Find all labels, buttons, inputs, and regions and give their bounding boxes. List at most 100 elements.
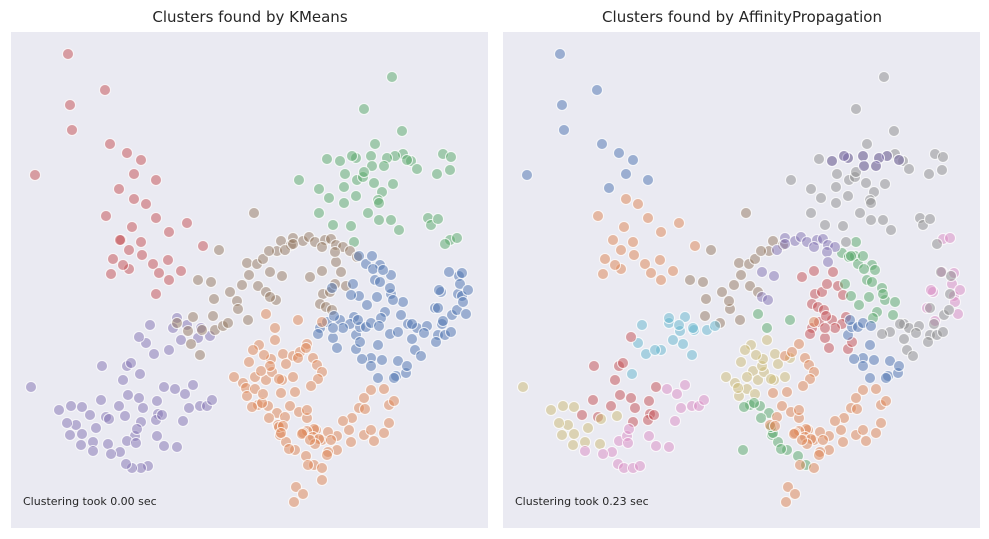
data-point-cluster-0 (135, 236, 147, 248)
data-point-cluster-4 (433, 284, 445, 296)
data-point-cluster-3 (208, 293, 220, 305)
data-point-cluster-5 (292, 314, 304, 326)
data-point-cluster-7 (752, 308, 764, 320)
data-point-cluster-5 (283, 443, 295, 455)
data-point-cluster-1 (642, 212, 654, 224)
data-point-cluster-4 (820, 310, 832, 322)
data-point-cluster-5 (288, 496, 300, 508)
data-point-cluster-5 (595, 413, 607, 425)
data-point-cluster-3 (224, 286, 236, 298)
data-point-cluster-1 (373, 197, 385, 209)
data-point-cluster-5 (260, 374, 272, 386)
data-point-cluster-0 (150, 288, 162, 300)
data-point-cluster-1 (654, 254, 666, 266)
data-point-cluster-1 (327, 219, 339, 231)
data-point-cluster-5 (255, 365, 267, 377)
data-point-cluster-1 (451, 232, 463, 244)
data-point-cluster-0 (29, 169, 41, 181)
data-point-cluster-8 (805, 207, 817, 219)
data-point-cluster-2 (151, 395, 163, 407)
data-point-cluster-5 (312, 373, 324, 385)
data-point-cluster-5 (567, 439, 579, 451)
data-point-cluster-3 (677, 338, 689, 350)
data-point-cluster-0 (181, 217, 193, 229)
data-point-cluster-11 (780, 496, 792, 508)
data-point-cluster-5 (257, 388, 269, 400)
data-point-cluster-4 (337, 322, 349, 334)
data-point-cluster-0 (121, 147, 133, 159)
data-point-cluster-6 (623, 423, 635, 435)
data-point-cluster-5 (739, 344, 751, 356)
data-point-cluster-11 (769, 420, 781, 432)
data-point-cluster-3 (264, 266, 276, 278)
data-point-cluster-2 (137, 402, 149, 414)
data-point-cluster-1 (321, 153, 333, 165)
data-point-cluster-0 (642, 174, 654, 186)
data-point-cluster-4 (625, 331, 637, 343)
data-point-cluster-8 (936, 164, 948, 176)
data-point-cluster-3 (667, 334, 679, 346)
data-point-cluster-2 (179, 388, 191, 400)
data-point-cluster-5 (228, 371, 240, 383)
data-point-cluster-5 (359, 403, 371, 415)
data-point-cluster-1 (632, 198, 644, 210)
data-point-cluster-2 (65, 400, 77, 412)
data-point-cluster-1 (346, 150, 358, 162)
data-point-cluster-0 (105, 268, 117, 280)
data-point-cluster-5 (517, 381, 529, 393)
data-point-cluster-2 (25, 381, 37, 393)
data-point-cluster-0 (558, 124, 570, 136)
data-point-cluster-8 (894, 318, 906, 330)
data-point-cluster-0 (62, 48, 74, 60)
data-point-cluster-4 (432, 302, 444, 314)
data-point-cluster-1 (615, 244, 627, 256)
data-point-cluster-1 (369, 138, 381, 150)
data-point-cluster-10 (864, 372, 876, 384)
data-point-cluster-8 (876, 328, 888, 340)
data-point-cluster-1 (362, 207, 374, 219)
data-point-cluster-4 (808, 265, 820, 277)
data-point-cluster-4 (823, 342, 835, 354)
data-point-cluster-9 (822, 256, 834, 268)
data-point-cluster-1 (393, 224, 405, 236)
data-point-cluster-2 (64, 429, 76, 441)
data-point-cluster-5 (241, 390, 253, 402)
data-point-cluster-11 (870, 383, 882, 395)
data-point-cluster-8 (898, 333, 910, 345)
data-point-cluster-10 (848, 353, 860, 365)
data-point-cluster-3 (276, 270, 288, 282)
data-point-cluster-8 (935, 266, 947, 278)
data-point-cluster-5 (264, 360, 276, 372)
data-point-cluster-5 (337, 415, 349, 427)
timing-annotation: Clustering took 0.00 sec (23, 495, 157, 508)
data-point-cluster-5 (378, 427, 390, 439)
data-point-cluster-4 (430, 336, 442, 348)
data-point-cluster-3 (626, 368, 638, 380)
data-point-cluster-4 (326, 282, 338, 294)
data-point-cluster-4 (356, 353, 368, 365)
data-point-cluster-2 (177, 415, 189, 427)
data-point-cluster-1 (358, 103, 370, 115)
data-point-cluster-3 (242, 314, 254, 326)
data-point-cluster-8 (885, 224, 897, 236)
chart-title: Clusters found by AffinityPropagation (602, 8, 882, 26)
data-point-cluster-4 (397, 296, 409, 308)
data-point-cluster-1 (334, 155, 346, 167)
data-point-cluster-8 (943, 304, 955, 316)
data-point-cluster-4 (617, 357, 629, 369)
data-point-cluster-8 (830, 197, 842, 209)
data-point-cluster-9 (771, 244, 783, 256)
data-point-cluster-9 (756, 266, 768, 278)
data-point-cluster-5 (316, 316, 328, 328)
data-point-cluster-0 (627, 154, 639, 166)
data-point-cluster-4 (821, 278, 833, 290)
data-point-cluster-4 (415, 350, 427, 362)
data-point-cluster-10 (884, 355, 896, 367)
data-point-cluster-0 (556, 99, 568, 111)
data-point-cluster-8 (865, 214, 877, 226)
data-point-cluster-8 (910, 327, 922, 339)
data-point-cluster-4 (445, 326, 457, 338)
data-point-cluster-9 (858, 160, 870, 172)
data-point-cluster-10 (844, 314, 856, 326)
data-point-cluster-4 (331, 342, 343, 354)
